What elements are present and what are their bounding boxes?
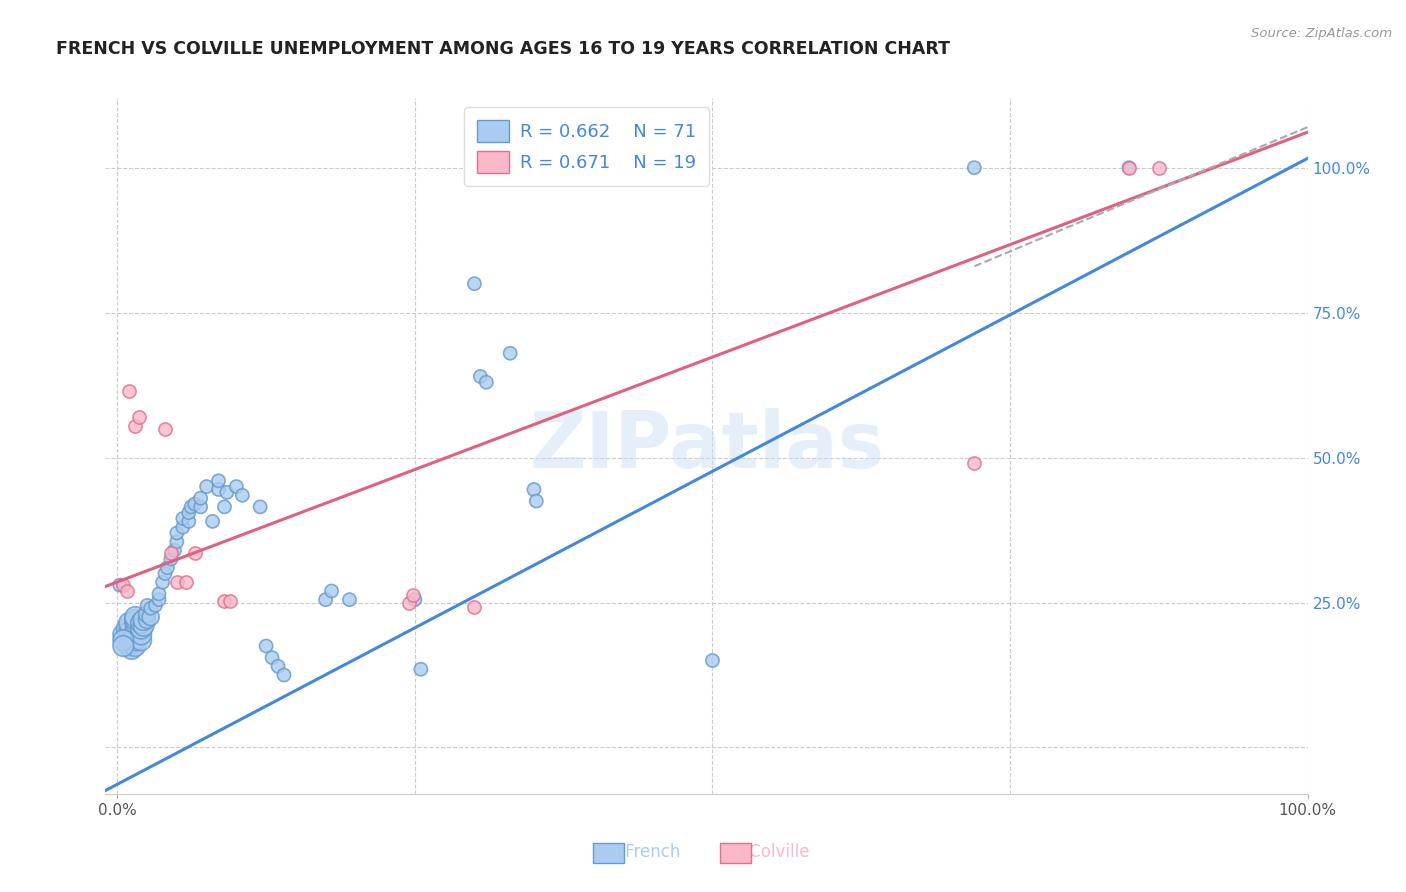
Point xyxy=(523,483,546,497)
Point xyxy=(112,578,135,592)
Text: Source: ZipAtlas.com: Source: ZipAtlas.com xyxy=(1251,27,1392,40)
Point xyxy=(214,594,236,608)
Point xyxy=(702,653,724,667)
Point xyxy=(190,491,212,505)
Point xyxy=(124,624,146,639)
Point xyxy=(121,636,143,650)
Point xyxy=(129,622,152,636)
Point xyxy=(153,566,176,581)
Point xyxy=(470,369,492,384)
Point xyxy=(121,642,143,657)
Point xyxy=(112,633,135,648)
Point xyxy=(139,610,162,624)
Point xyxy=(132,619,155,633)
Text: ■  Colville: ■ Colville xyxy=(723,843,810,861)
Point xyxy=(152,575,174,590)
Point xyxy=(124,610,146,624)
Point xyxy=(136,599,159,613)
Point xyxy=(231,488,253,502)
Point xyxy=(207,483,229,497)
Text: ZIPatlas: ZIPatlas xyxy=(529,408,884,484)
Point xyxy=(398,596,420,610)
Point xyxy=(262,650,284,665)
Point xyxy=(225,480,247,494)
Point xyxy=(160,546,183,560)
Point xyxy=(1118,161,1140,175)
Point xyxy=(160,552,183,566)
Point xyxy=(963,161,986,175)
Point xyxy=(409,662,432,676)
Point xyxy=(112,639,135,653)
Point xyxy=(112,627,135,641)
Point xyxy=(190,500,212,514)
Point xyxy=(124,613,146,627)
Point xyxy=(129,615,152,630)
Point xyxy=(163,543,186,558)
Point xyxy=(499,346,522,360)
Point xyxy=(315,592,337,607)
Point xyxy=(166,534,188,549)
Point xyxy=(404,592,426,607)
Point xyxy=(129,633,152,648)
Point xyxy=(124,633,146,648)
Point xyxy=(136,613,159,627)
Point xyxy=(267,659,290,673)
Point xyxy=(172,511,194,525)
Point xyxy=(214,500,236,514)
Point xyxy=(121,630,143,644)
Point xyxy=(176,575,198,590)
Point xyxy=(118,384,141,398)
Point xyxy=(475,375,498,389)
Point xyxy=(148,592,170,607)
Point xyxy=(118,615,141,630)
Point xyxy=(1118,161,1140,175)
Point xyxy=(108,578,131,592)
Point xyxy=(148,587,170,601)
Point xyxy=(124,615,146,630)
Point xyxy=(339,592,361,607)
Point xyxy=(183,497,205,511)
Point xyxy=(136,607,159,621)
Point xyxy=(183,546,205,560)
Point xyxy=(132,613,155,627)
Point xyxy=(128,410,150,425)
Point xyxy=(118,624,141,639)
Point xyxy=(201,514,224,528)
Point xyxy=(463,277,485,291)
Point xyxy=(273,668,295,682)
Point xyxy=(139,601,162,615)
Point xyxy=(129,627,152,641)
Point xyxy=(118,633,141,648)
Point xyxy=(249,500,271,514)
Point xyxy=(195,480,218,494)
Point xyxy=(118,639,141,653)
Point xyxy=(156,561,179,575)
Point xyxy=(180,500,202,514)
Point xyxy=(207,474,229,488)
Point xyxy=(166,575,188,590)
Point xyxy=(153,422,176,436)
Legend: R = 0.662    N = 71, R = 0.671    N = 19: R = 0.662 N = 71, R = 0.671 N = 19 xyxy=(464,107,709,186)
Point xyxy=(963,457,986,471)
Point xyxy=(115,622,138,636)
Point xyxy=(254,639,277,653)
Point xyxy=(524,494,547,508)
Text: FRENCH VS COLVILLE UNEMPLOYMENT AMONG AGES 16 TO 19 YEARS CORRELATION CHART: FRENCH VS COLVILLE UNEMPLOYMENT AMONG AG… xyxy=(56,40,950,58)
Point xyxy=(401,588,423,602)
Point xyxy=(1147,161,1170,175)
Point xyxy=(124,418,146,433)
Point xyxy=(177,506,200,520)
Point xyxy=(463,599,485,614)
Point xyxy=(124,639,146,653)
Point xyxy=(321,583,343,598)
Point xyxy=(115,583,138,598)
Text: ■  French: ■ French xyxy=(599,843,681,861)
Point xyxy=(177,514,200,528)
Point xyxy=(219,594,242,608)
Point xyxy=(166,526,188,541)
Point xyxy=(145,599,167,613)
Point xyxy=(215,485,238,500)
Point xyxy=(172,520,194,534)
